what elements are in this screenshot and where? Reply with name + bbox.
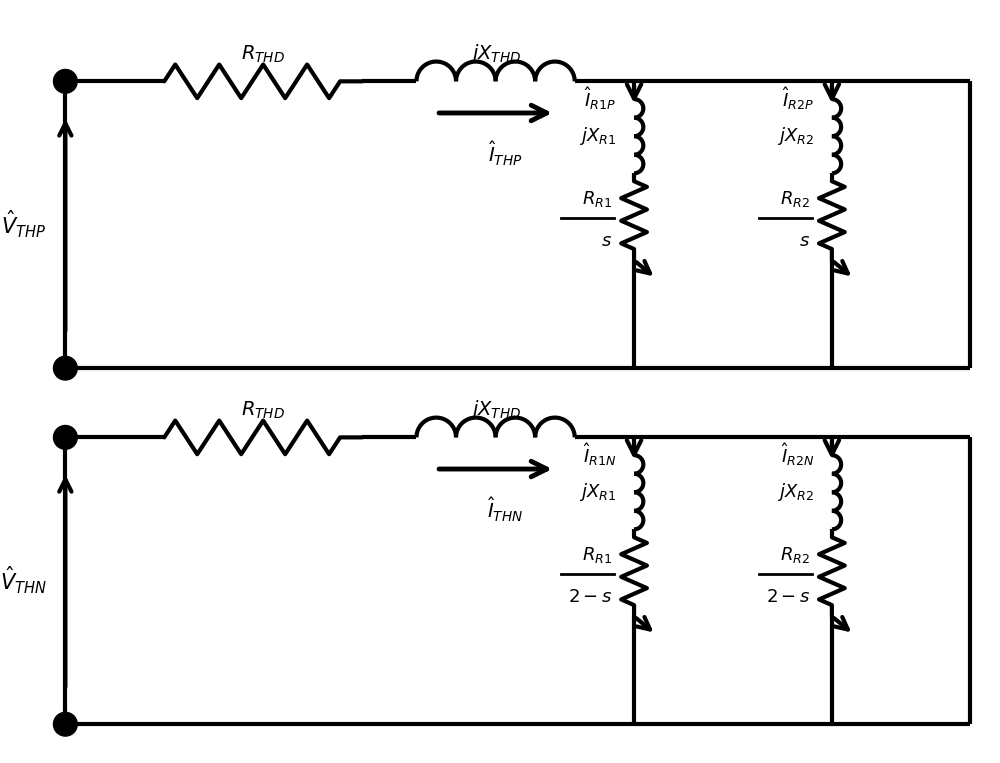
Text: $\hat{V}_{THP}$: $\hat{V}_{THP}$ <box>1 209 46 240</box>
Text: $s$: $s$ <box>799 231 810 250</box>
Text: $R_{THD}$: $R_{THD}$ <box>241 43 285 65</box>
Circle shape <box>53 69 77 93</box>
Text: $jX_{R2}$: $jX_{R2}$ <box>777 125 814 147</box>
Text: $jX_{THD}$: $jX_{THD}$ <box>470 41 521 65</box>
Text: $\hat{I}_{R2N}$: $\hat{I}_{R2N}$ <box>781 441 814 468</box>
Text: $R_{R1}$: $R_{R1}$ <box>582 545 612 565</box>
Text: $R_{R1}$: $R_{R1}$ <box>582 189 612 209</box>
Circle shape <box>53 356 77 380</box>
Text: $\hat{I}_{R1N}$: $\hat{I}_{R1N}$ <box>583 441 616 468</box>
Text: $\hat{I}_{THP}$: $\hat{I}_{THP}$ <box>488 140 523 168</box>
Text: $\hat{I}_{THN}$: $\hat{I}_{THN}$ <box>487 496 524 524</box>
Text: $R_{THD}$: $R_{THD}$ <box>241 399 285 420</box>
Text: $2-s$: $2-s$ <box>766 588 810 606</box>
Circle shape <box>53 426 77 449</box>
Text: $s$: $s$ <box>601 231 612 250</box>
Text: $\hat{V}_{THN}$: $\hat{V}_{THN}$ <box>0 565 47 597</box>
Circle shape <box>53 713 77 736</box>
Text: $\hat{I}_{R1P}$: $\hat{I}_{R1P}$ <box>584 85 616 112</box>
Text: $R_{R2}$: $R_{R2}$ <box>780 189 810 209</box>
Text: $2-s$: $2-s$ <box>568 588 612 606</box>
Text: $jX_{R1}$: $jX_{R1}$ <box>579 481 616 504</box>
Text: $R_{R2}$: $R_{R2}$ <box>780 545 810 565</box>
Text: $jX_{THD}$: $jX_{THD}$ <box>470 398 521 420</box>
Text: $jX_{R1}$: $jX_{R1}$ <box>579 125 616 147</box>
Text: $\hat{I}_{R2P}$: $\hat{I}_{R2P}$ <box>782 85 814 112</box>
Text: $jX_{R2}$: $jX_{R2}$ <box>777 481 814 504</box>
